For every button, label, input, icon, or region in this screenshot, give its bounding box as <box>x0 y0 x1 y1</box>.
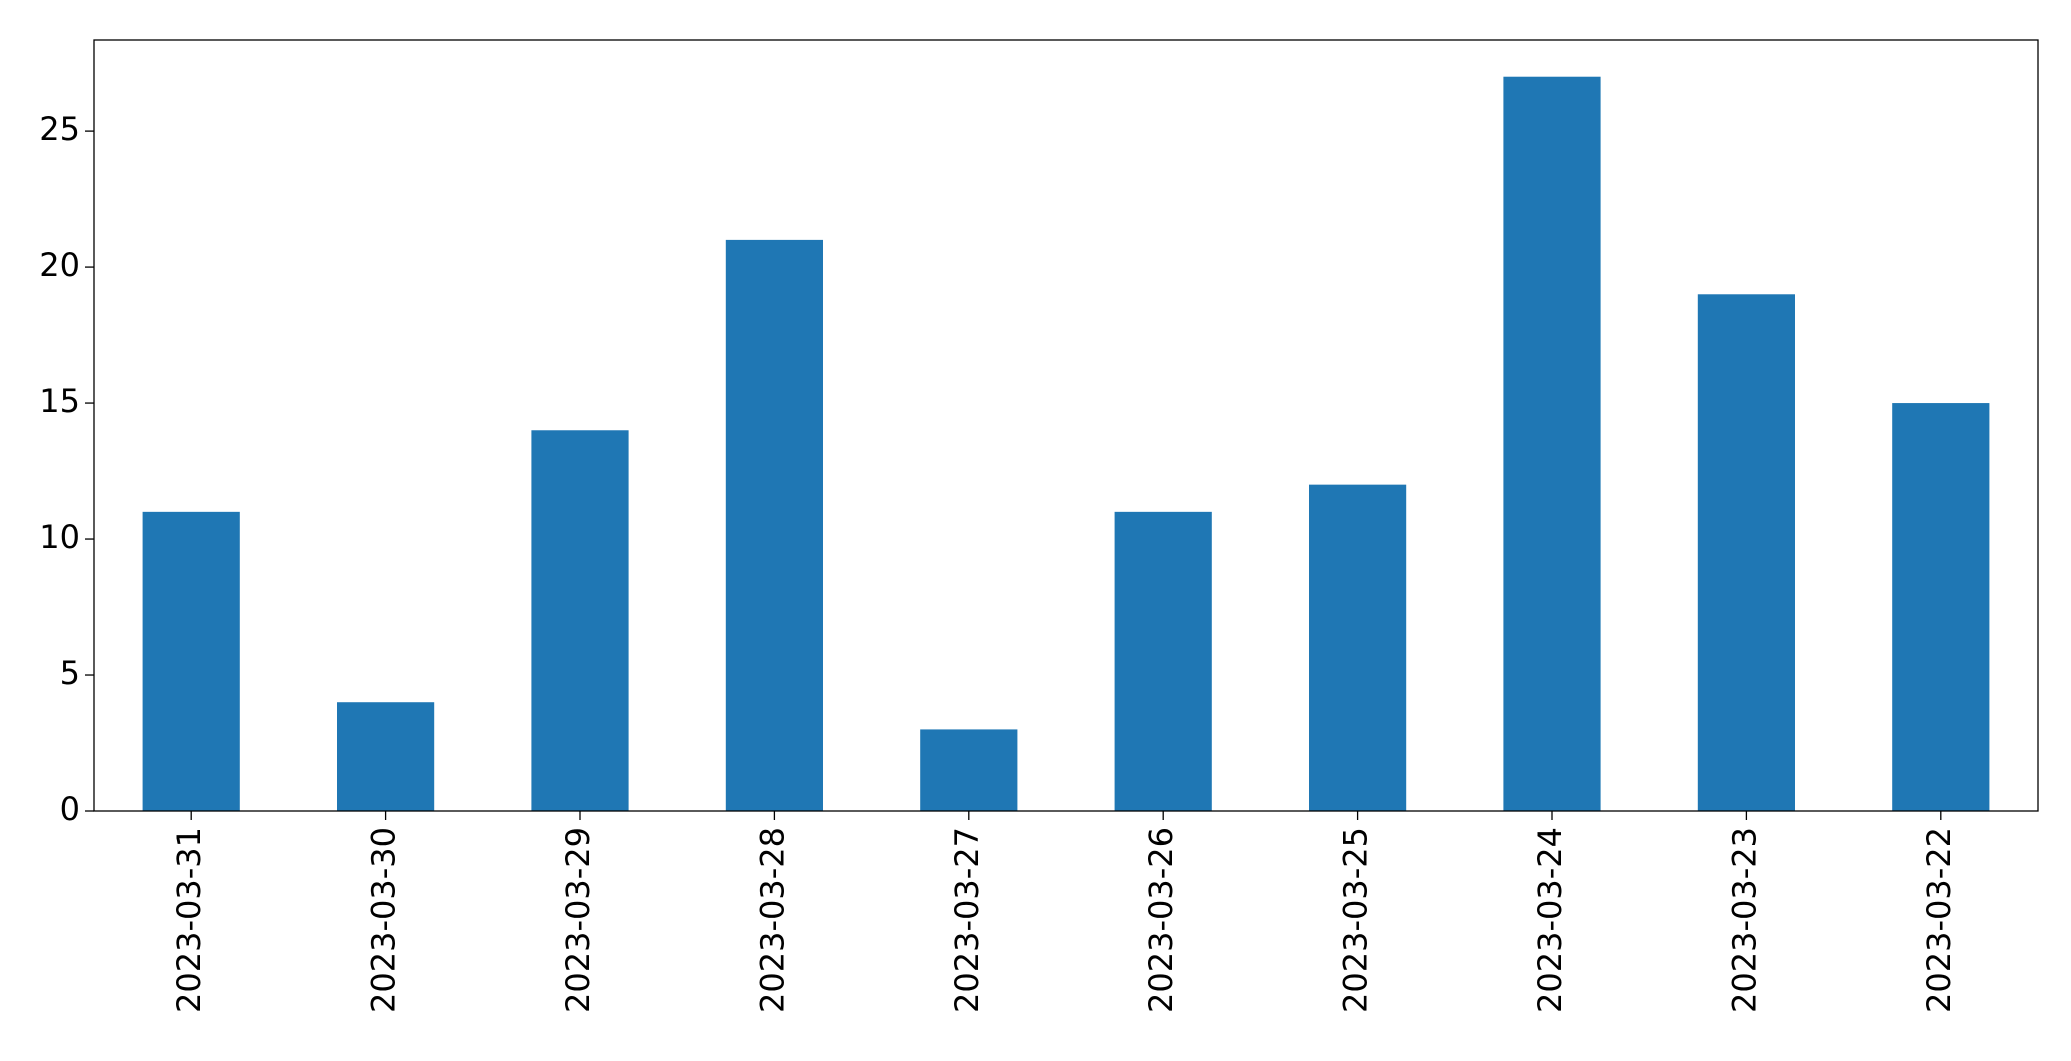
bar <box>1697 294 1795 812</box>
y-tick-label: 20 <box>39 246 80 284</box>
bar <box>1114 511 1212 811</box>
y-tick-label: 25 <box>39 110 80 148</box>
x-tick-label: 2023-03-23 <box>1725 827 1763 1013</box>
bar <box>920 729 1018 811</box>
bar <box>531 430 629 811</box>
bar <box>1309 484 1407 811</box>
bar <box>1503 76 1601 811</box>
bar <box>1892 403 1990 811</box>
y-tick-label: 0 <box>60 790 80 828</box>
x-tick-label: 2023-03-22 <box>1920 827 1958 1013</box>
bar <box>337 702 435 811</box>
x-tick-label: 2023-03-26 <box>1142 827 1180 1013</box>
x-tick-label: 2023-03-29 <box>559 827 597 1013</box>
x-tick-label: 2023-03-27 <box>948 827 986 1013</box>
y-tick-label: 5 <box>60 654 80 692</box>
y-tick-label: 15 <box>39 382 80 420</box>
x-tick-label: 2023-03-30 <box>365 827 403 1013</box>
bar <box>142 511 240 811</box>
plot-frame <box>93 39 2039 812</box>
x-tick-label: 2023-03-31 <box>170 827 208 1013</box>
x-tick-label: 2023-03-25 <box>1337 827 1375 1013</box>
bar <box>725 239 823 811</box>
y-tick-label: 10 <box>39 518 80 556</box>
x-tick-label: 2023-03-28 <box>753 827 791 1013</box>
x-tick-label: 2023-03-24 <box>1531 827 1569 1013</box>
